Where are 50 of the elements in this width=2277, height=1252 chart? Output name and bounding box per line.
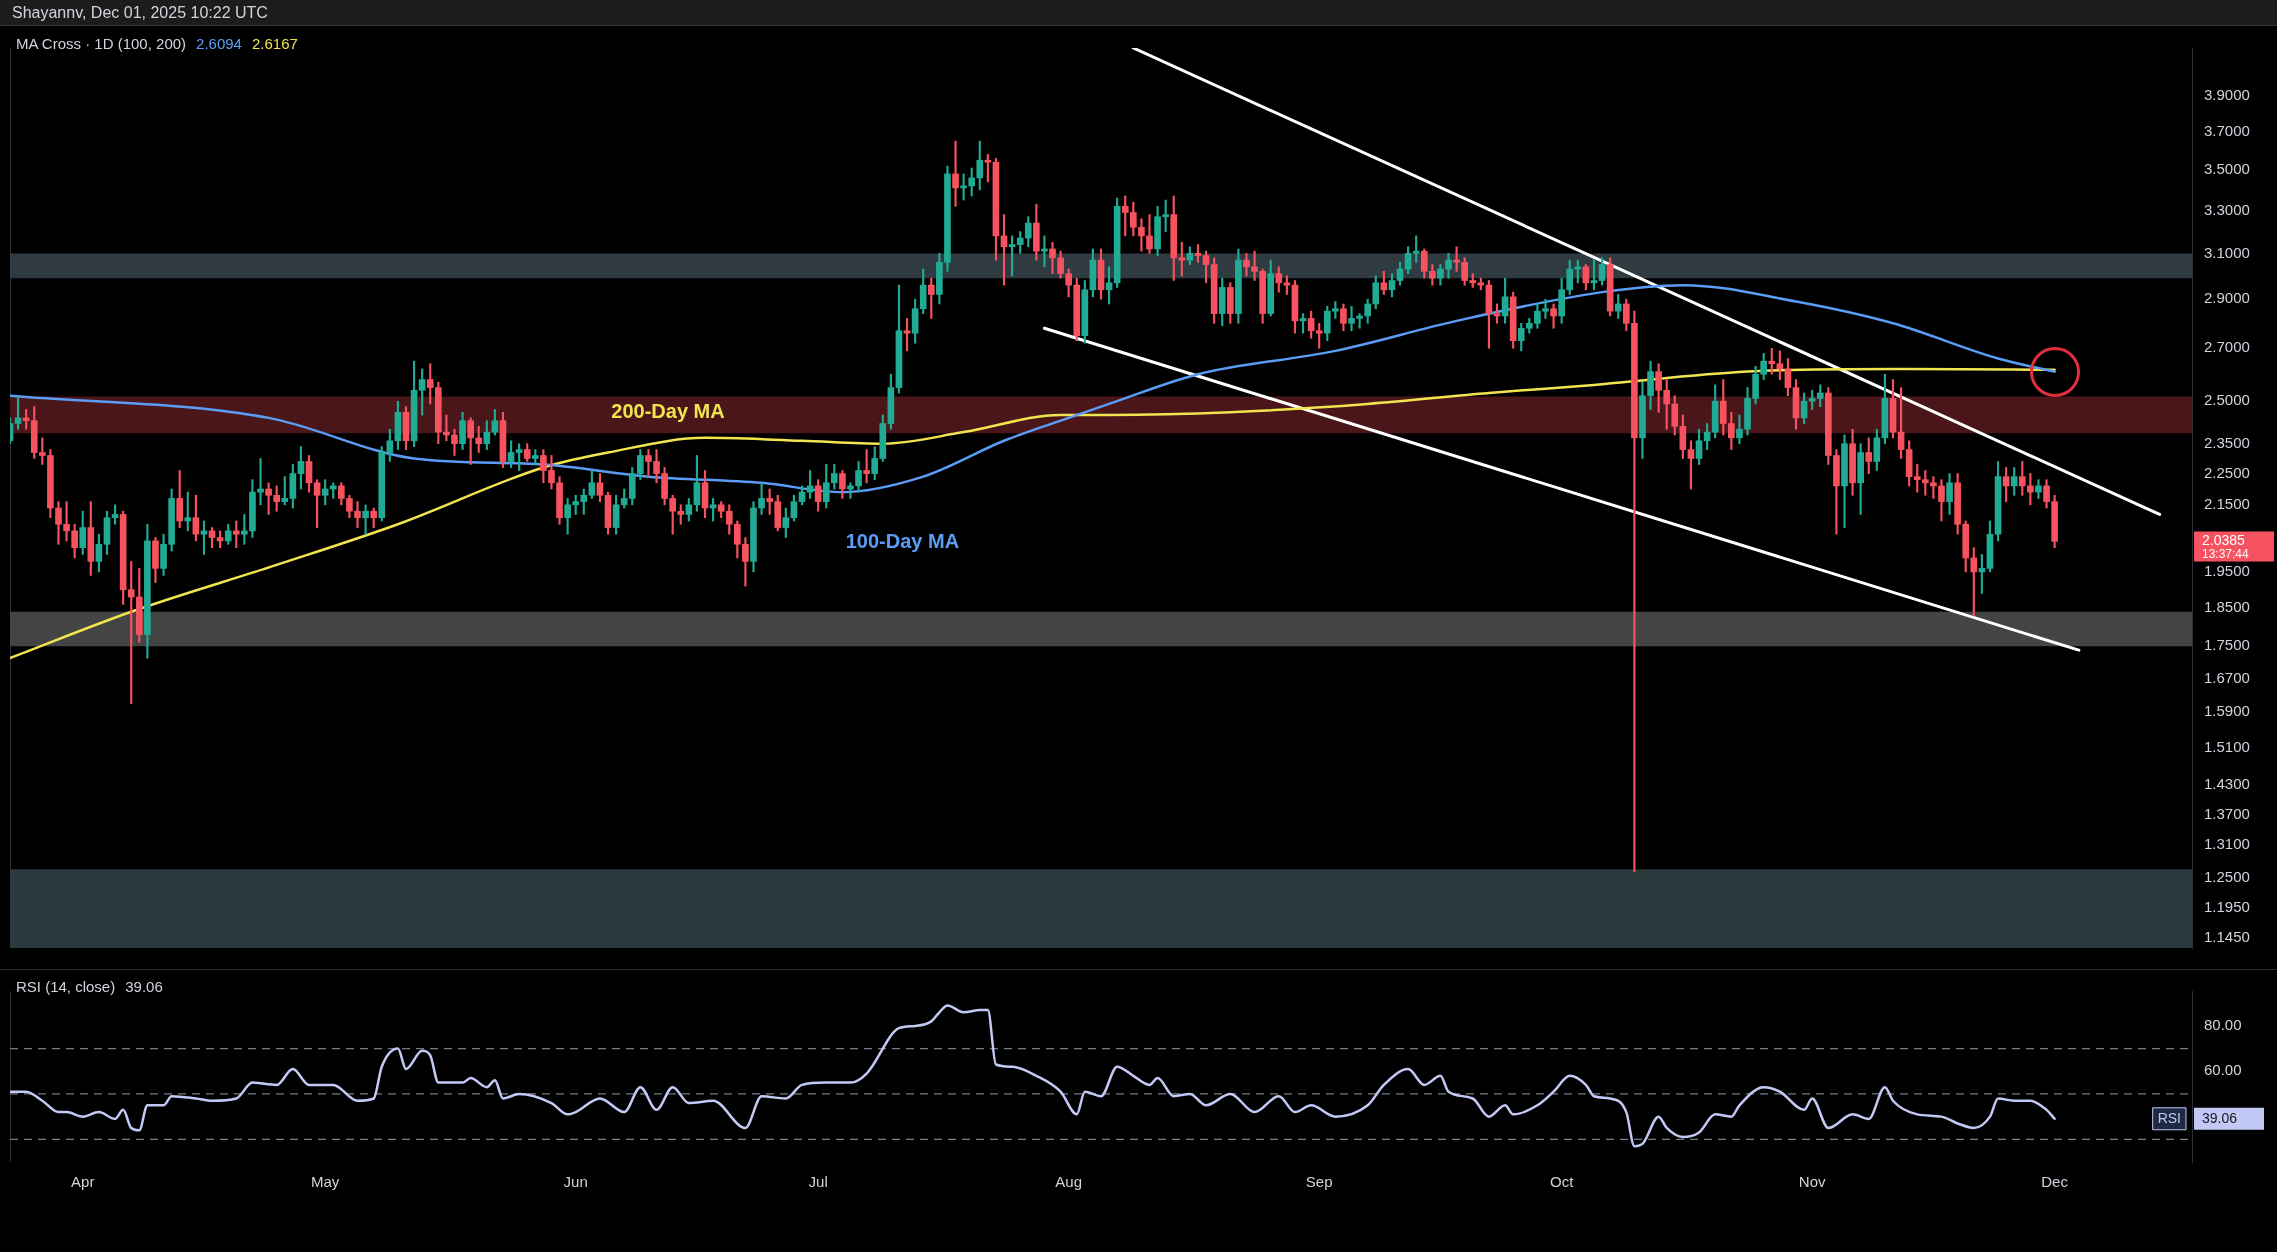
y-tick-label: 2.2500 [2204, 463, 2250, 481]
annotation: 2.6094 [196, 35, 242, 52]
y-tick-label: 1.7500 [2204, 636, 2250, 654]
y-tick-label: 2.1500 [2204, 494, 2250, 512]
candlestick [1315, 322, 1323, 349]
y-tick-label: 3.1000 [2204, 243, 2250, 261]
y-tick-label: 3.3000 [2204, 200, 2250, 218]
y-tick-label: 1.9500 [2204, 562, 2250, 580]
y-tick-label: 1.8500 [2204, 598, 2250, 616]
text: 2.0385 [2202, 532, 2246, 549]
x-tick-label: Jun [563, 1173, 588, 1191]
y-tick-label: 1.3700 [2204, 804, 2250, 822]
x-tick-label: Oct [1549, 1173, 1575, 1191]
text: 13:37:44 [2202, 546, 2250, 561]
y-tick-label: 2.9000 [2204, 289, 2250, 307]
line-series [10, 283, 2056, 494]
y-tick-label: 1.5100 [2204, 737, 2250, 755]
x-tick-label: May [311, 1173, 340, 1191]
chart-title: MA Cross · 1D (100, 200) [16, 35, 187, 52]
x-tick-label: Apr [71, 1173, 95, 1191]
text: 39.06 [2202, 1109, 2238, 1126]
y-tick-label: 2.3500 [2204, 433, 2250, 451]
line-series [10, 367, 2056, 660]
x-tick-label: Nov [1798, 1173, 1826, 1191]
y-tick-label: 3.9000 [2204, 85, 2250, 103]
chart-title: RSI (14, close) [16, 978, 116, 995]
y-tick-label: 3.7000 [2204, 121, 2250, 139]
legend-label: RSI [2157, 1109, 2182, 1126]
annotation: 2.6167 [251, 35, 298, 52]
y-tick-label: 80.00 [2204, 1016, 2242, 1034]
y-tick-label: 60.00 [2204, 1061, 2242, 1079]
y-tick-label: 1.1950 [2204, 898, 2250, 916]
y-tick-label: 1.6700 [2204, 668, 2250, 686]
y-tick-label: 1.4300 [2204, 775, 2250, 793]
x-tick-label: Jul [808, 1173, 828, 1191]
series-label: 100-Day MA [845, 529, 960, 552]
x-tick-label: Aug [1055, 1173, 1083, 1191]
y-tick-label: 1.1450 [2204, 927, 2250, 945]
line-series [10, 1004, 2056, 1148]
y-tick-label: 3.5000 [2204, 160, 2250, 178]
text: Shayannv, Dec 01, 2025 10:22 UTC [0, 0, 2277, 26]
x-tick-label: Dec [2041, 1173, 2069, 1191]
y-tick-label: 1.5900 [2204, 702, 2250, 720]
x-tick-label: Sep [1305, 1173, 1333, 1191]
series-label: 200-Day MA [611, 400, 725, 423]
y-tick-label: 2.7000 [2204, 338, 2250, 356]
y-tick-label: 1.3100 [2204, 835, 2250, 853]
y-tick-label: 2.5000 [2204, 391, 2250, 409]
y-tick-label: 1.2500 [2204, 867, 2250, 885]
annotation: 39.06 [125, 978, 163, 995]
